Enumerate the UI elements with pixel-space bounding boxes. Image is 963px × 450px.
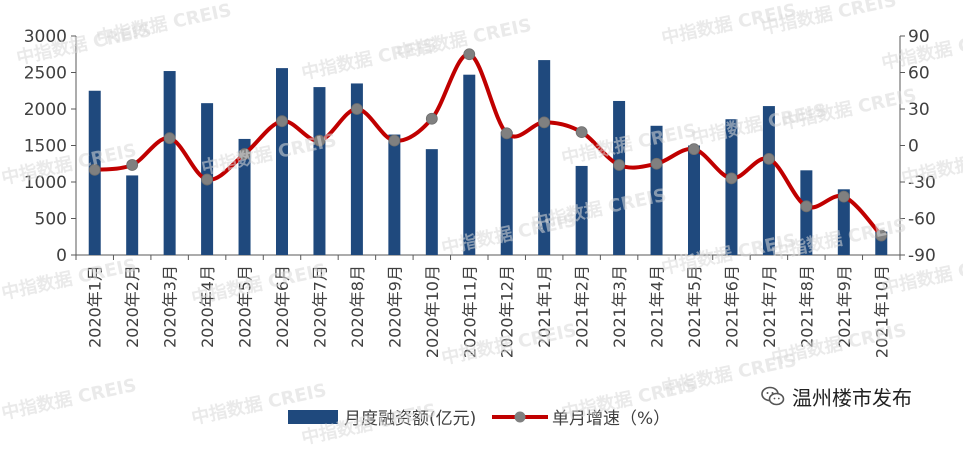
x-tick-label: 2021年8月 bbox=[797, 265, 816, 348]
x-tick-label: 2021年1月 bbox=[535, 265, 554, 348]
left-tick-label: 500 bbox=[35, 210, 67, 230]
bar bbox=[238, 138, 251, 255]
legend-bar-label: 月度融资额(亿元) bbox=[344, 409, 476, 429]
growth-point bbox=[688, 143, 700, 156]
left-tick-label: 1500 bbox=[24, 137, 67, 157]
legend-line-marker bbox=[514, 411, 526, 423]
x-tick-label: 2020年10月 bbox=[423, 265, 442, 358]
bar bbox=[800, 170, 813, 255]
x-tick-label: 2020年4月 bbox=[198, 265, 217, 348]
legend-bar-swatch bbox=[288, 410, 338, 424]
bar bbox=[837, 189, 850, 255]
wechat-icon bbox=[761, 386, 785, 406]
x-tick-label: 2021年10月 bbox=[872, 265, 891, 358]
legend-line-label: 单月增速（%） bbox=[552, 409, 670, 429]
right-tick-label: -60 bbox=[908, 210, 936, 230]
bar bbox=[313, 87, 326, 255]
left-tick-label: 2000 bbox=[24, 100, 67, 120]
growth-point bbox=[650, 157, 663, 170]
growth-point bbox=[837, 190, 850, 203]
bar bbox=[575, 165, 588, 255]
growth-point bbox=[500, 127, 513, 140]
left-tick-label: 2500 bbox=[24, 64, 67, 84]
growth-point bbox=[575, 126, 588, 139]
growth-point bbox=[800, 200, 813, 213]
left-tick-label: 1000 bbox=[24, 173, 67, 193]
x-tick-label: 2020年3月 bbox=[161, 265, 180, 348]
bar bbox=[463, 74, 476, 255]
bar bbox=[650, 125, 663, 255]
x-tick-label: 2021年3月 bbox=[610, 265, 629, 348]
growth-point bbox=[463, 48, 476, 61]
growth-point bbox=[763, 152, 775, 165]
left-tick-label: 0 bbox=[56, 246, 67, 266]
bar bbox=[388, 134, 401, 255]
x-tick-label: 2021年6月 bbox=[722, 265, 741, 348]
x-tick-label: 2020年8月 bbox=[348, 265, 367, 348]
right-tick-label: 0 bbox=[908, 137, 919, 157]
bar bbox=[163, 71, 176, 255]
bar bbox=[350, 83, 363, 255]
right-tick-label: 90 bbox=[908, 27, 930, 47]
x-tick-label: 2020年11月 bbox=[460, 265, 479, 358]
growth-line bbox=[94, 52, 883, 237]
bar bbox=[613, 100, 626, 255]
growth-point bbox=[126, 159, 139, 171]
bar bbox=[425, 149, 438, 255]
chart: 0 500 1000 1500 2000 2500 3000 -90 -60 -30 0 30 60 90… bbox=[24, 27, 936, 429]
right-tick-label: -30 bbox=[908, 173, 936, 193]
right-tick-label: 60 bbox=[908, 64, 930, 84]
bar bbox=[688, 145, 700, 255]
x-tick-label: 2021年4月 bbox=[648, 265, 667, 348]
right-tick-label: 30 bbox=[908, 100, 930, 120]
bar bbox=[126, 175, 139, 255]
x-tick-label: 2020年6月 bbox=[273, 265, 292, 348]
growth-point bbox=[538, 116, 551, 129]
growth-point bbox=[88, 163, 101, 176]
growth-point bbox=[313, 134, 326, 147]
growth-point bbox=[875, 229, 888, 242]
x-tick-label: 2021年5月 bbox=[685, 265, 704, 348]
bar bbox=[276, 68, 288, 256]
x-tick-label: 2021年9月 bbox=[835, 265, 854, 348]
growth-point bbox=[388, 134, 401, 147]
left-tick-label: 3000 bbox=[24, 27, 67, 47]
bar bbox=[538, 60, 551, 256]
x-tick-label: 2020年5月 bbox=[236, 265, 255, 348]
x-tick-label: 2020年1月 bbox=[86, 265, 105, 348]
x-tick-label: 2020年7月 bbox=[310, 265, 329, 348]
brand-badge: 温州楼市发布 bbox=[760, 380, 912, 412]
growth-point bbox=[238, 148, 251, 160]
bar bbox=[725, 119, 738, 255]
brand-text: 温州楼市发布 bbox=[792, 385, 912, 410]
x-tick-label: 2021年2月 bbox=[573, 265, 592, 348]
right-tick-label: -90 bbox=[908, 246, 936, 266]
growth-point bbox=[613, 159, 625, 171]
bar bbox=[762, 106, 775, 255]
bar bbox=[500, 131, 513, 255]
x-tick-label: 2020年2月 bbox=[123, 265, 142, 348]
growth-point bbox=[725, 172, 738, 185]
x-tick-label: 2021年7月 bbox=[760, 265, 779, 348]
x-tick-label: 2020年12月 bbox=[498, 265, 517, 358]
growth-point bbox=[201, 173, 213, 186]
growth-point bbox=[163, 132, 176, 145]
growth-point bbox=[425, 112, 438, 125]
growth-point bbox=[351, 103, 363, 115]
growth-point bbox=[276, 115, 288, 128]
x-tick-label: 2020年9月 bbox=[385, 265, 404, 348]
